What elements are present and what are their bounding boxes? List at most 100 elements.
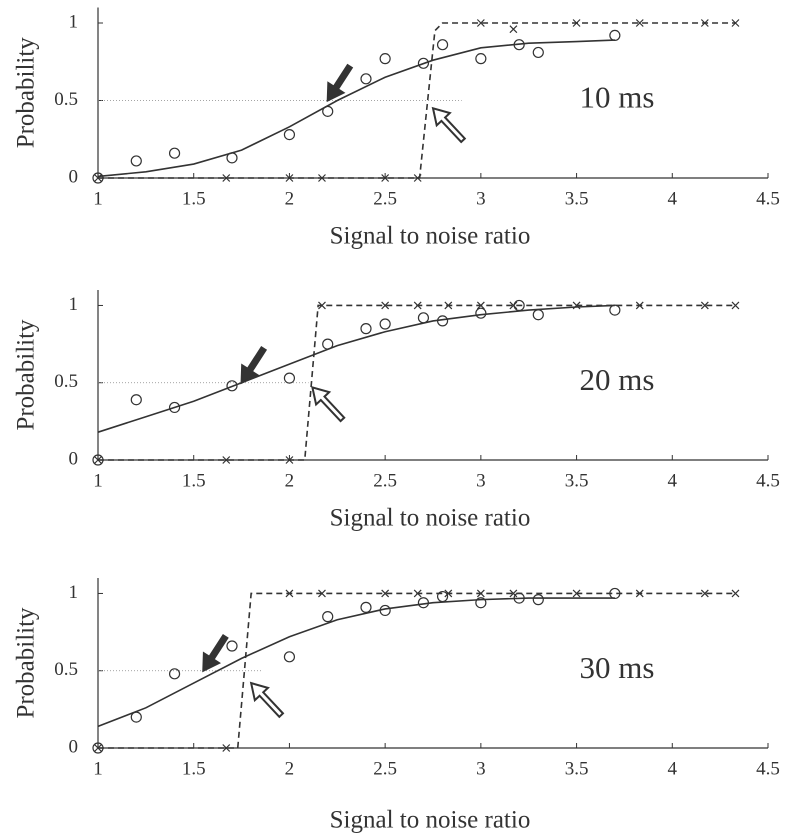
data-point [360,323,372,335]
cross-marker [635,589,644,598]
cross-marker [700,19,709,27]
data-point [475,597,487,609]
cross-marker [444,301,453,310]
cross-marker [700,301,709,310]
x-tick-label: 4.5 [756,188,780,209]
data-point [226,640,238,652]
cross-marker [731,19,740,27]
data-point [283,129,296,141]
data-point [130,394,142,406]
panel-label: 20 ms [580,362,655,397]
step-curve [98,22,736,179]
cross-marker [285,456,294,464]
cross-marker [318,174,326,182]
cross-marker [94,456,102,464]
x-tick-label: 3 [476,188,486,209]
x-tick-label: 1.5 [182,758,206,779]
data-point [379,53,391,65]
cross-marker [94,174,102,182]
y-axis-label: Probability [13,607,40,719]
x-tick-label: 1 [93,758,103,779]
cross-marker [476,589,485,598]
x-tick-label: 4 [668,758,678,779]
x-tick-label: 1 [93,470,103,491]
y-tick-label: 1 [69,294,79,315]
data-point [417,312,430,324]
data-point [436,39,449,51]
arrow [240,345,268,385]
panel: 1 1.5 2 2.5 3 3.5 4 4.5 0 0.5 1 Signal to noise rat… [13,578,780,834]
cross-marker [413,174,422,182]
data-point [417,57,430,69]
cross-marker [731,301,740,310]
fit-curve [97,39,615,178]
x-tick-label: 2 [285,758,295,779]
cross-marker [413,589,422,598]
panel: 1 1.5 2 2.5 3 3.5 4 4.5 0 0.5 1 Signal to noise rat… [13,290,780,532]
cross-marker [222,744,231,752]
x-tick-label: 1 [93,188,103,209]
x-axis-label: Signal to noise ratio [330,223,531,250]
data-point [283,651,296,663]
x-tick-label: 2 [285,188,295,209]
cross-marker [222,174,231,182]
cross-marker [381,589,390,598]
x-tick-label: 4.5 [756,470,780,491]
data-point [532,594,544,606]
x-tick-label: 3 [476,470,486,491]
cross-marker [381,301,390,310]
cross-marker [476,19,485,27]
data-point [168,147,181,159]
cross-marker [222,456,231,464]
data-point [322,611,334,623]
x-tick-label: 3.5 [565,758,589,779]
cross-marker [444,589,453,598]
cross-marker [700,589,709,598]
x-tick-label: 1.5 [182,188,206,209]
data-point [475,307,487,319]
data-point [609,304,621,316]
data-point [168,401,181,414]
data-point [168,668,181,680]
x-tick-label: 1.5 [182,470,206,491]
data-point [475,53,487,65]
arrow [431,106,467,144]
cross-marker [731,589,740,598]
fit-curve [97,304,615,433]
y-tick-label: 0 [69,448,79,469]
x-tick-label: 3.5 [565,188,589,209]
x-tick-label: 2.5 [373,758,397,779]
x-tick-label: 3 [476,758,486,779]
data-point [130,155,142,167]
x-tick-label: 2.5 [373,470,397,491]
cross-marker [318,301,326,310]
cross-marker [635,19,644,27]
x-tick-label: 4 [668,470,678,491]
cross-marker [572,301,581,310]
cross-marker [509,589,518,598]
data-point [283,372,296,384]
data-point [532,46,544,59]
panel-label: 10 ms [580,80,655,115]
cross-marker [509,25,518,34]
cross-marker [572,589,581,598]
y-tick-label: 0.5 [54,371,78,392]
y-tick-label: 1 [69,11,79,32]
x-tick-label: 4.5 [756,758,780,779]
x-axis-label: Signal to noise ratio [330,505,531,532]
y-tick-label: 0.5 [54,89,78,110]
cross-marker [476,301,485,310]
data-point [379,318,391,330]
arrow [249,681,285,719]
x-tick-label: 2 [285,470,295,491]
panel-label: 30 ms [580,650,655,685]
data-point [360,73,372,85]
y-tick-label: 0 [69,736,79,757]
data-point [609,29,621,42]
x-tick-label: 2.5 [373,188,397,209]
cross-marker [381,174,390,182]
arrow [202,633,229,673]
data-point [360,601,372,613]
cross-marker [318,589,326,598]
